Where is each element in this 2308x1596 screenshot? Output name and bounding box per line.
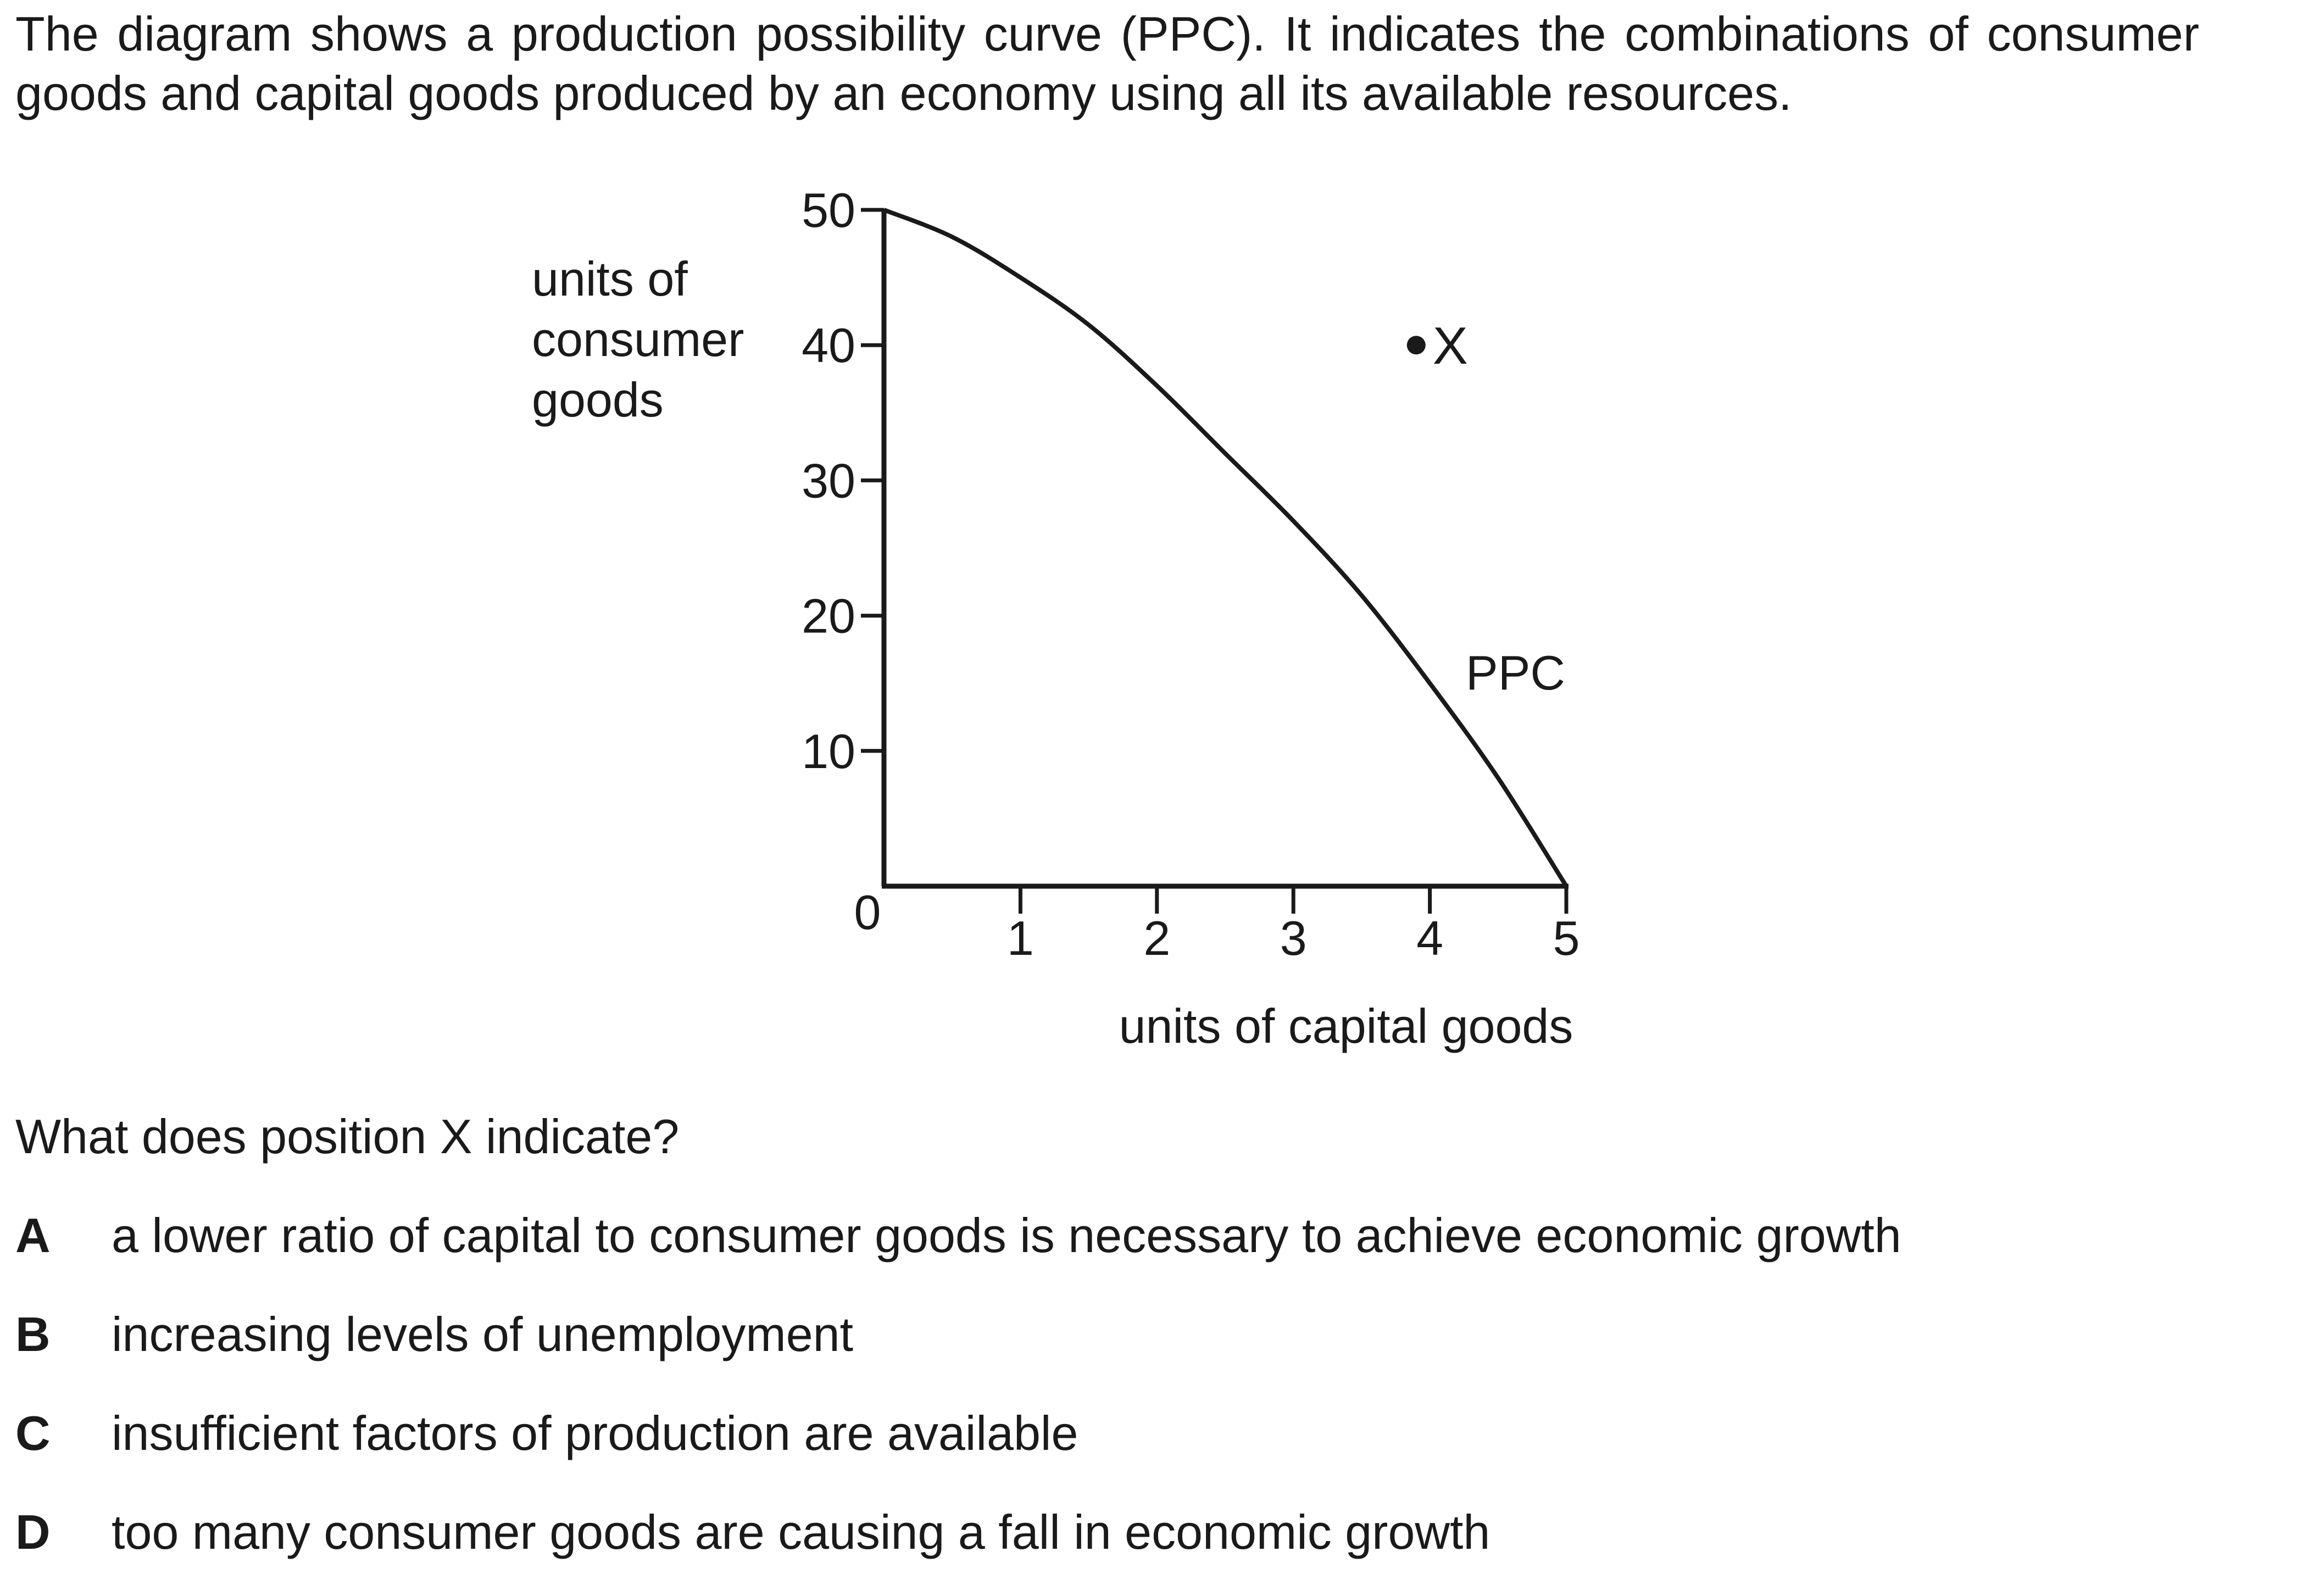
x-tick-label: 5 xyxy=(1553,911,1580,965)
option-text: too many consumer goods are causing a fa… xyxy=(112,1505,1491,1559)
x-tick-label: 4 xyxy=(1416,911,1443,965)
points: X xyxy=(1406,316,1468,375)
option-letter: C xyxy=(15,1406,51,1460)
y-tick-label: 20 xyxy=(802,589,855,643)
y-tick-label: 50 xyxy=(802,183,855,237)
option-text: increasing levels of unemployment xyxy=(112,1307,854,1361)
x-tick-label: 1 xyxy=(1007,911,1034,965)
x-ticks: 1 2 3 4 5 xyxy=(1007,886,1580,965)
option-text: insufficient factors of production are a… xyxy=(112,1406,1078,1460)
origin-label: 0 xyxy=(854,885,881,939)
intro-paragraph: The diagram shows a production possibili… xyxy=(15,7,2199,120)
option-letter: B xyxy=(15,1307,51,1361)
question-text: What does position X indicate? xyxy=(15,1109,680,1164)
ppc-curve xyxy=(883,208,1569,888)
y-axis-label-line: goods xyxy=(532,372,664,427)
y-tick-label: 30 xyxy=(802,453,855,508)
y-axis-label-line: consumer xyxy=(532,312,744,366)
y-tick-label: 10 xyxy=(802,724,855,778)
y-tick-label: 40 xyxy=(802,318,855,372)
ppc-curve-label: PPC xyxy=(1466,646,1565,700)
point-x-marker xyxy=(1406,336,1426,355)
x-tick-label: 3 xyxy=(1280,911,1307,965)
point-x-label: X xyxy=(1433,316,1468,375)
x-tick-label: 2 xyxy=(1143,911,1170,965)
y-ticks: 10 20 30 40 50 xyxy=(802,183,884,778)
ppc-curve-group: PPC xyxy=(883,208,1569,888)
option-text: a lower ratio of capital to consumer goo… xyxy=(112,1208,1901,1263)
y-axis-label: units of consumer goods xyxy=(532,252,744,427)
axes xyxy=(881,209,1569,889)
x-axis-label: units of capital goods xyxy=(1119,999,1573,1053)
y-axis-label-line: units of xyxy=(532,252,688,306)
option-letter: A xyxy=(15,1208,51,1263)
option-letter: D xyxy=(15,1505,51,1559)
